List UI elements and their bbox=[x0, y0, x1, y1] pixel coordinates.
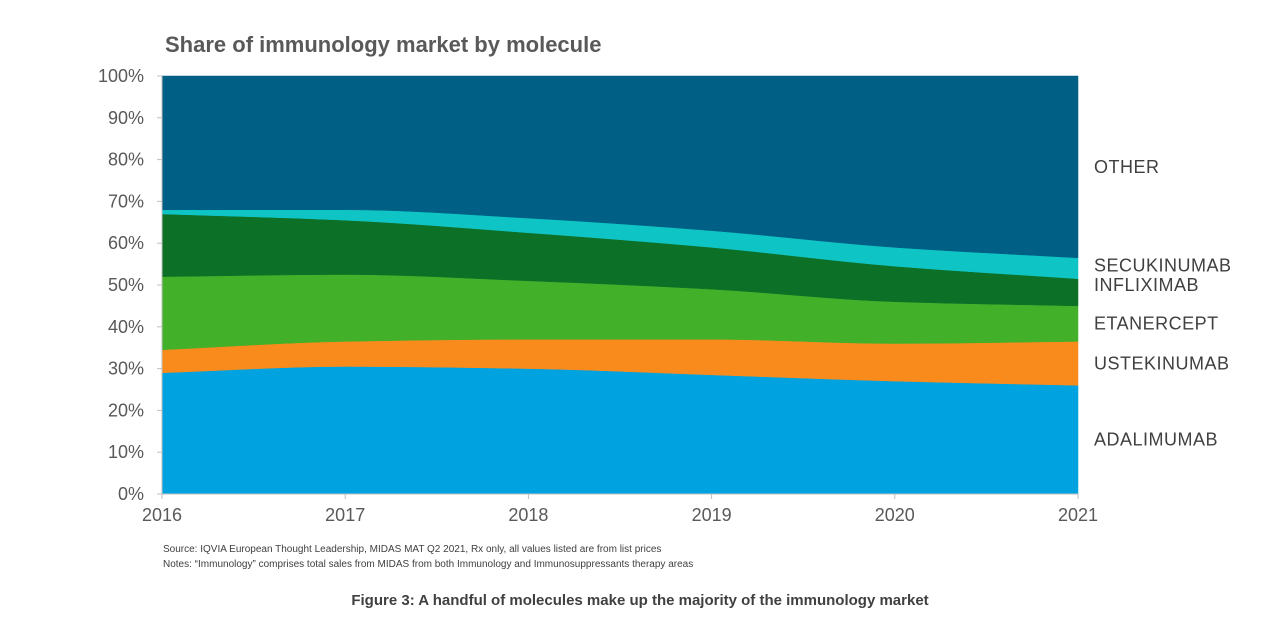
series-label-ustekinumab: USTEKINUMAB bbox=[1094, 353, 1230, 373]
x-tick-label: 2016 bbox=[142, 505, 182, 525]
x-tick-label: 2021 bbox=[1058, 505, 1098, 525]
area-series-group bbox=[161, 75, 1079, 495]
y-tick-label: 20% bbox=[108, 400, 144, 420]
series-label-other: OTHER bbox=[1094, 157, 1160, 177]
series-label-etanercept: ETANERCEPT bbox=[1094, 314, 1219, 334]
series-labels-group: ADALIMUMAB USTEKINUMAB ETANERCEPT INFLIXIMA… bbox=[1094, 157, 1232, 450]
chart-title: Share of immunology market by molecule bbox=[165, 32, 601, 57]
series-label-secukinumab: SECUKINUMAB bbox=[1094, 255, 1232, 275]
axes-group: 0% 10% 20% 30% 40% 50% 60% 70% 80% 90% 100% 2016 201… bbox=[98, 66, 1098, 525]
x-tick-label: 2019 bbox=[692, 505, 732, 525]
series-label-adalimumab: ADALIMUMAB bbox=[1094, 430, 1218, 450]
y-tick-label: 70% bbox=[108, 191, 144, 211]
stacked-area-chart: Share of immunology market by molecule 0… bbox=[98, 32, 1232, 525]
figure-caption: Figure 3: A handful of molecules make up… bbox=[351, 592, 929, 609]
y-tick-label: 80% bbox=[108, 150, 144, 170]
area-other bbox=[161, 75, 1079, 259]
x-tick-label: 2018 bbox=[508, 505, 548, 525]
x-tick-label: 2020 bbox=[875, 505, 915, 525]
y-tick-label: 90% bbox=[108, 108, 144, 128]
area-adalimumab bbox=[161, 366, 1079, 495]
y-tick-label: 60% bbox=[108, 233, 144, 253]
notes-text: Notes: “Immunology” comprises total sale… bbox=[163, 559, 694, 570]
y-tick-label: 50% bbox=[108, 275, 144, 295]
y-tick-label: 10% bbox=[108, 442, 144, 462]
x-tick-label: 2017 bbox=[325, 505, 365, 525]
y-tick-label: 0% bbox=[118, 484, 144, 504]
source-note: Source: IQVIA European Thought Leadershi… bbox=[163, 544, 662, 555]
series-label-infliximab: INFLIXIMAB bbox=[1094, 275, 1199, 295]
y-tick-label: 30% bbox=[108, 359, 144, 379]
y-tick-label: 100% bbox=[98, 66, 144, 86]
y-tick-label: 40% bbox=[108, 317, 144, 337]
